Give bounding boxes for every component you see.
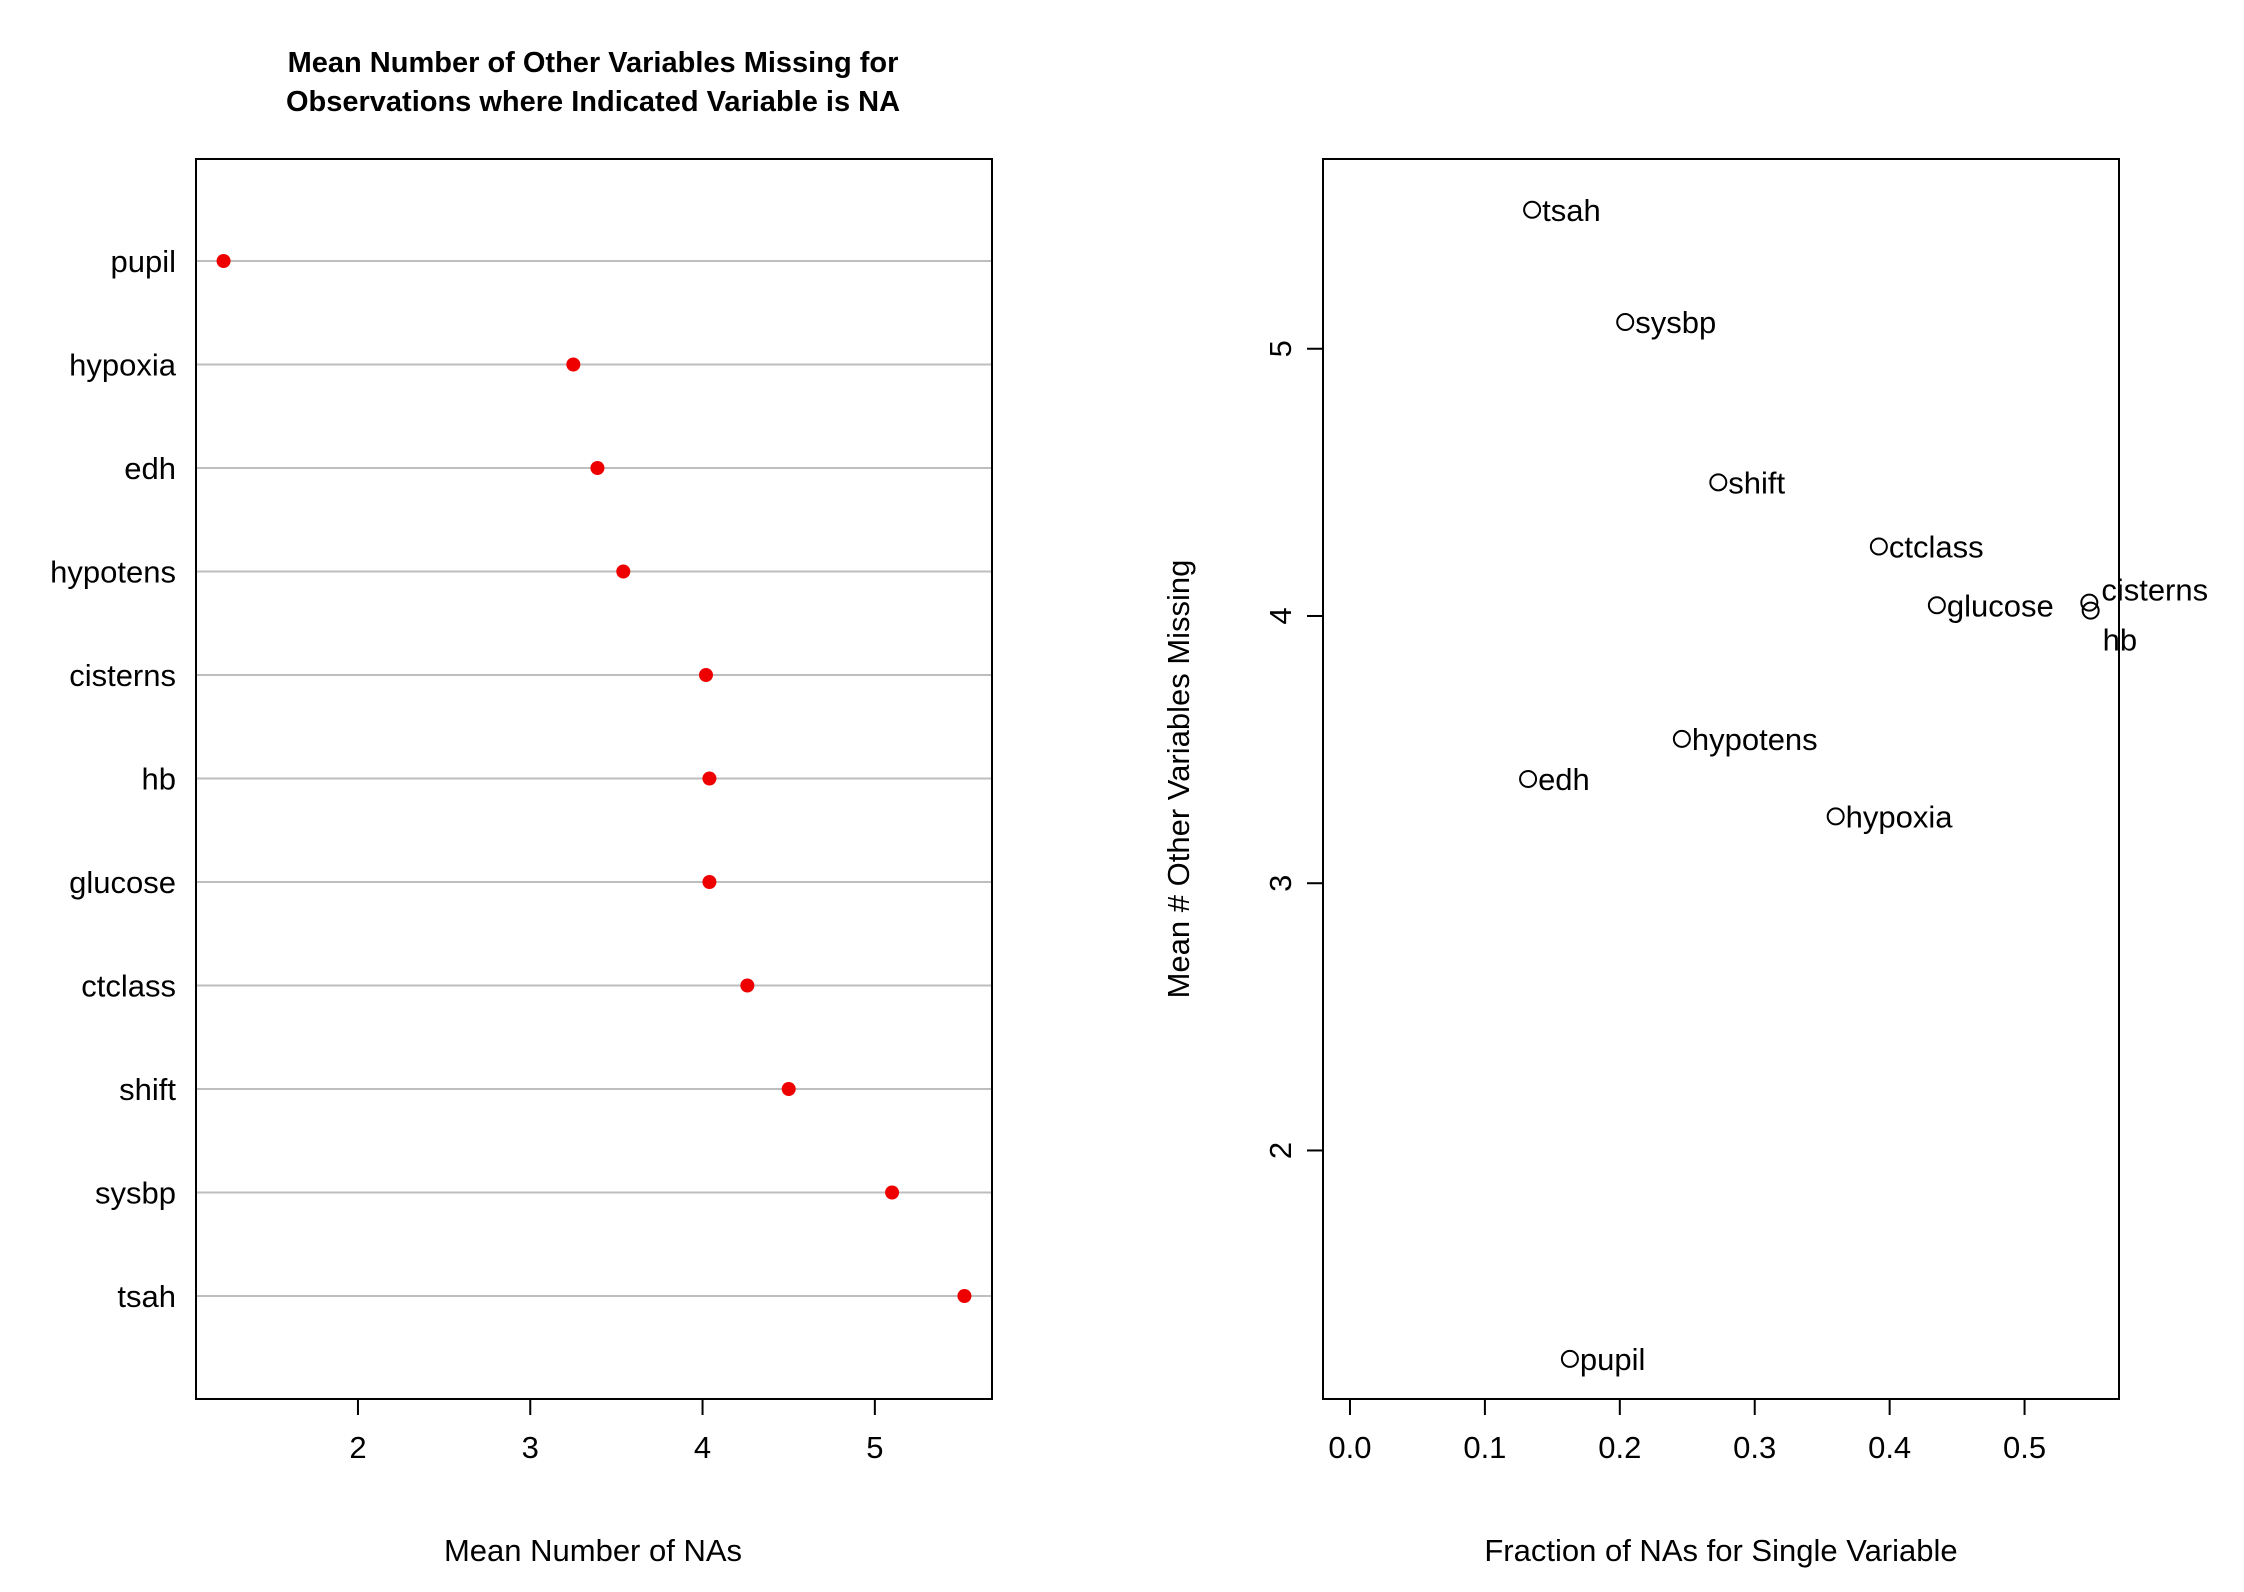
right-y-axis: 2 3 4 5 [1263,340,1324,1159]
x-tick-label-4: 4 [694,1430,711,1465]
point-ctclass [1869,537,1888,556]
point-tsah [1523,200,1542,219]
left-category-labels: pupil hypoxia edh hypotens cisterns hb glucose… [50,244,177,1314]
left-x-axis-label: Mean Number of NAs [444,1533,742,1568]
category-label-hypotens: hypotens [50,555,176,590]
right-plot-frame [1322,158,2120,1400]
category-label-hypoxia: hypoxia [69,348,177,383]
y-tick-label-4: 4 [1263,607,1298,624]
y-tick-label-3: 3 [1263,875,1298,892]
point-hb [2081,601,2100,620]
point-pupil [1560,1349,1579,1368]
right-x-axis-label: Fraction of NAs for Single Variable [1484,1533,1957,1568]
point-label-ctclass: ctclass [1889,530,1984,565]
dot-pupil [216,254,231,268]
x-tick-label-5: 5 [866,1430,883,1465]
point-label-pupil: pupil [1580,1342,1646,1377]
left-data-points [216,254,972,1303]
x-tick-label-0.3: 0.3 [1733,1430,1776,1465]
category-label-ctclass: ctclass [81,969,176,1004]
point-label-sysbp: sysbp [1635,305,1716,340]
dot-hypoxia [566,357,581,372]
left-dotplot-panel: Mean Number of Other Variables Missing f… [50,47,993,1568]
left-chart-title-line-2: Observations where Indicated Variable is… [286,86,900,118]
point-label-hypoxia: hypoxia [1846,799,1954,834]
dot-cisterns [698,668,713,682]
category-label-tsah: tsah [117,1279,176,1314]
x-tick-label-0.4: 0.4 [1868,1430,1911,1465]
category-label-cisterns: cisterns [69,658,176,693]
x-tick-label-0.0: 0.0 [1328,1430,1371,1465]
category-label-edh: edh [124,451,176,486]
left-chart-title-line-1: Mean Number of Other Variables Missing f… [288,47,899,79]
point-hypotens [1672,729,1691,748]
x-tick-label-0.5: 0.5 [2003,1430,2046,1465]
right-x-axis: 0.0 0.1 0.2 0.3 0.4 0.5 [1328,1398,2046,1465]
left-plot-frame [195,158,993,1400]
category-label-hb: hb [142,762,176,797]
dot-tsah [957,1289,972,1303]
x-tick-label-0.2: 0.2 [1598,1430,1641,1465]
point-label-glucose: glucose [1947,588,2054,623]
point-cisterns [2080,593,2099,612]
dot-sysbp [885,1185,900,1200]
point-label-tsah: tsah [1542,193,1601,228]
x-tick-label-2: 2 [349,1430,366,1465]
dot-glucose [702,875,717,889]
point-label-hypotens: hypotens [1692,722,1818,757]
point-shift [1709,473,1728,492]
left-x-axis: 2 3 4 5 [349,1398,883,1465]
left-gridlines [196,260,992,1297]
point-hypoxia [1826,807,1845,826]
y-tick-label-2: 2 [1263,1142,1298,1159]
point-label-cisterns: cisterns [2101,573,2208,608]
dot-hypotens [616,564,631,579]
x-tick-label-0.1: 0.1 [1463,1430,1506,1465]
category-label-sysbp: sysbp [95,1176,176,1211]
x-tick-label-3: 3 [522,1430,539,1465]
category-label-glucose: glucose [69,865,176,900]
dot-shift [781,1082,796,1096]
point-label-edh: edh [1538,762,1590,797]
point-glucose [1927,596,1946,615]
point-sysbp [1616,313,1635,332]
right-y-axis-label: Mean # Other Variables Missing [1161,560,1196,999]
y-tick-label-5: 5 [1263,340,1298,357]
dot-edh [590,461,605,475]
point-edh [1519,770,1538,788]
dot-hb [702,771,717,786]
category-label-shift: shift [119,1072,176,1107]
point-label-shift: shift [1728,465,1785,500]
category-label-pupil: pupil [111,244,177,279]
dot-ctclass [740,978,755,993]
